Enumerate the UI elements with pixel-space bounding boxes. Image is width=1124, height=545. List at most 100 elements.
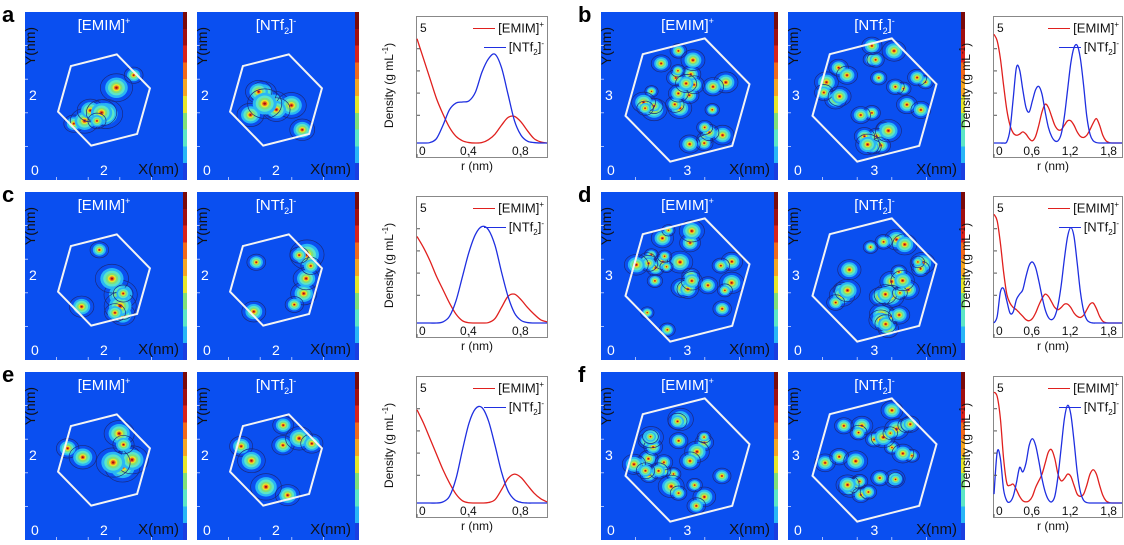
legend-label: [NTf	[1083, 399, 1109, 415]
legend-label: [NTf	[508, 39, 534, 55]
map-title-text: [EMIM]	[77, 197, 126, 214]
legend-line-emim	[473, 28, 496, 30]
y-axis-label-superscript: -1	[381, 226, 391, 235]
density-peak	[635, 462, 656, 480]
map-title-bracket: ]	[289, 17, 294, 34]
map-title: [EMIM]+	[25, 376, 183, 394]
x-axis-label: X(nm)	[729, 161, 770, 178]
legend-line-ntf2	[483, 47, 506, 49]
x-axis-label: r (nm)	[1037, 339, 1069, 353]
density-map: [EMIM]+ Y(nm) 0 3 3 X(nm)	[601, 12, 774, 180]
density-peak	[646, 273, 663, 288]
x-tick-label: 0.4	[460, 144, 477, 158]
density-peak	[667, 250, 694, 274]
tick-y: 2	[29, 267, 37, 283]
y-axis-label: Y(nm)	[197, 386, 211, 426]
hexagon-outline	[228, 233, 324, 327]
map-title: [EMIM]+	[601, 376, 774, 394]
legend-line-ntf2	[483, 227, 506, 229]
density-peak	[696, 430, 712, 444]
legend-label: [NTf	[1083, 39, 1109, 55]
density-peak	[272, 415, 295, 435]
map-title: [NTf2]-	[788, 16, 961, 36]
density-peak	[887, 472, 904, 487]
hexagon-outline	[624, 397, 751, 523]
x-tick-label: 0.4	[460, 324, 477, 338]
legend-entry: [NTf2]-	[483, 399, 544, 417]
x-axis-label: X(nm)	[916, 161, 957, 178]
density-peak	[849, 424, 868, 441]
density-peak	[659, 322, 676, 337]
legend-label: [EMIM]	[498, 380, 540, 396]
hexagon-outline	[56, 233, 152, 327]
density-peak	[712, 467, 732, 485]
tick-x: 2	[272, 342, 280, 358]
tick-y: 2	[201, 87, 209, 103]
y-axis-label: Y(nm)	[197, 26, 211, 66]
legend-entry: [NTf2]-	[1058, 399, 1119, 417]
density-peak	[237, 448, 266, 474]
legend-label: [EMIM]	[498, 20, 540, 36]
map-title-superscript: -	[293, 16, 297, 26]
x-axis-label: X(nm)	[729, 521, 770, 538]
tick-y: 3	[605, 447, 613, 463]
density-map: [EMIM]+ Y(nm) 0 2 2 X(nm)	[25, 192, 183, 360]
x-axis-label: r (nm)	[461, 339, 493, 353]
density-peak	[89, 241, 110, 259]
density-peak	[855, 133, 880, 156]
legend-entry: [EMIM]+	[1048, 200, 1119, 215]
x-axis-label: X(nm)	[916, 341, 957, 358]
density-peak	[890, 270, 915, 292]
colorbar	[183, 12, 187, 180]
map-title-bracket: ]	[289, 197, 294, 214]
map-title: [NTf2]-	[788, 376, 961, 396]
map-title-text: [EMIM]	[661, 377, 709, 394]
legend-superscript: -	[541, 39, 544, 48]
legend-label: [EMIM]	[498, 200, 540, 216]
density-peak	[836, 65, 858, 85]
legend-subscript: 2	[533, 407, 538, 417]
map-title-text: [NTf	[255, 197, 285, 214]
density-profile-chart: 0 0.6 1.2 1.8 5 [EMIM]+ [NTf2]-	[993, 16, 1123, 158]
colorbar	[774, 12, 778, 180]
legend-label: [EMIM]	[1073, 200, 1115, 216]
density-peak	[241, 300, 267, 323]
contour-plot	[788, 36, 938, 180]
map-title-text: [NTf	[854, 377, 883, 394]
density-peak	[814, 453, 836, 473]
series-line-emim	[416, 38, 548, 144]
hexagon-outline	[624, 37, 751, 163]
y-tick-label: 5	[997, 201, 1004, 215]
density-peak	[654, 454, 674, 471]
map-title-superscript: +	[125, 196, 131, 206]
map-title-superscript: -	[891, 376, 895, 386]
legend-label: [NTf	[1083, 219, 1109, 235]
density-peak	[896, 95, 918, 115]
y-axis-label-superscript: -1	[381, 46, 391, 55]
tick-y: 3	[605, 267, 613, 283]
density-peak	[829, 448, 850, 466]
panel-letter: b	[578, 2, 592, 27]
tick-y: 3	[792, 267, 800, 283]
map-title: [NTf2]-	[197, 16, 355, 36]
series-line-ntf2	[417, 405, 547, 504]
density-peak	[271, 435, 295, 456]
legend-bracket: ]	[1112, 39, 1117, 55]
y-axis-label: Y(nm)	[601, 26, 615, 66]
x-tick-label: 0.8	[512, 324, 529, 338]
contour-plot	[601, 37, 751, 180]
legend-entry: [EMIM]+	[473, 20, 544, 35]
density-peak	[675, 74, 697, 93]
density-peak	[835, 474, 860, 496]
series-line-emim	[993, 33, 1122, 144]
legend-bracket: ]	[537, 39, 542, 55]
colorbar	[961, 192, 965, 360]
density-peak	[638, 450, 659, 468]
density-peak	[704, 103, 720, 117]
density-peak	[892, 233, 918, 256]
density-profile-chart: 0 0.4 0.8 5 [EMIM]+ [NTf2]-	[416, 16, 548, 158]
density-map: [NTf2]- Y(nm) 0 3 3 X(nm)	[788, 12, 961, 180]
map-title-subscript: 2	[284, 386, 290, 396]
density-peak	[880, 400, 904, 421]
density-peak	[665, 96, 685, 113]
